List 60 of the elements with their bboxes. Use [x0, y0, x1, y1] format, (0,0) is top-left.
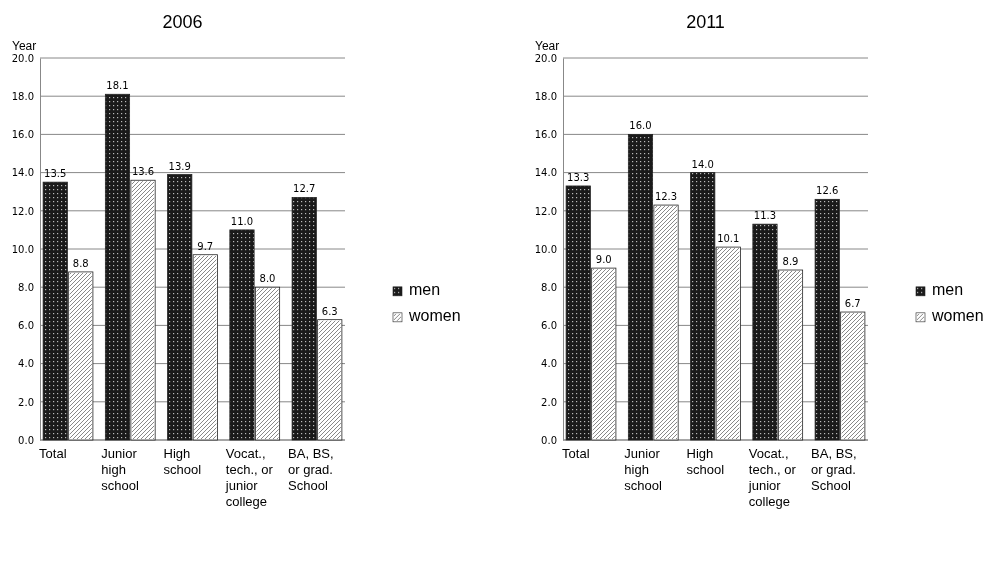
- data-label: 10.1: [717, 233, 740, 245]
- y-tick-label: 12.0: [11, 205, 34, 217]
- data-label: 16.0: [629, 120, 652, 132]
- y-tick-label: 2.0: [18, 396, 34, 408]
- x-tick-label: Junior high school: [624, 446, 663, 493]
- data-label: 18.1: [106, 80, 129, 92]
- legend-label: men: [409, 280, 441, 298]
- data-label: 9.0: [595, 254, 612, 266]
- y-tick-label: 10.0: [11, 243, 34, 255]
- y-axis-title: Year: [12, 39, 37, 53]
- y-tick-label: 4.0: [18, 358, 34, 370]
- data-label: 8.9: [782, 256, 799, 268]
- y-tick-label: 14.0: [11, 167, 34, 179]
- y-tick-label: 6.0: [541, 320, 557, 332]
- y-tick-label: 0.0: [541, 434, 557, 446]
- data-label: 12.3: [654, 191, 678, 203]
- data-label: 12.6: [816, 185, 839, 197]
- y-tick-label: 16.0: [11, 129, 34, 141]
- data-label: 13.9: [168, 160, 191, 172]
- x-tick-label: Junior high school: [101, 446, 140, 493]
- x-tick-label: BA, BS, or grad. School: [811, 446, 857, 493]
- y-tick-label: 20.0: [534, 52, 557, 64]
- y-tick-label: 8.0: [18, 281, 34, 293]
- y-tick-label: 4.0: [541, 358, 557, 370]
- data-label: 6.7: [844, 298, 861, 310]
- chart-title: 2006: [162, 12, 203, 32]
- legend-label: women: [408, 306, 461, 324]
- x-tick-label: Vocat., tech., or junior college: [224, 446, 274, 509]
- data-label: 11.0: [230, 215, 254, 227]
- data-label: 9.7: [197, 240, 214, 252]
- y-tick-label: 14.0: [534, 167, 557, 179]
- y-tick-label: 2.0: [541, 396, 557, 408]
- y-tick-label: 20.0: [11, 52, 34, 64]
- data-label: 14.0: [691, 158, 714, 170]
- y-tick-label: 8.0: [541, 281, 557, 293]
- legend-label: men: [932, 280, 964, 298]
- legend-label: women: [931, 306, 984, 324]
- data-label: 13.6: [131, 166, 155, 178]
- x-tick-label: Total: [562, 446, 590, 461]
- x-tick-label: High school: [163, 446, 202, 477]
- data-label: 13.5: [44, 168, 67, 180]
- x-tick-label: BA, BS, or grad. School: [288, 446, 334, 493]
- y-axis-title: Year: [535, 39, 560, 53]
- data-label: 8.8: [72, 257, 89, 269]
- data-label: 11.3: [753, 210, 777, 222]
- data-label: 8.0: [259, 273, 276, 285]
- y-tick-label: 10.0: [534, 243, 557, 255]
- y-tick-label: 18.0: [11, 90, 34, 102]
- data-label: 6.3: [321, 305, 338, 317]
- y-tick-label: 0.0: [18, 434, 34, 446]
- data-label: 12.7: [293, 183, 316, 195]
- y-tick-label: 6.0: [18, 320, 34, 332]
- x-tick-label: Vocat., tech., or junior college: [747, 446, 797, 509]
- y-tick-label: 16.0: [534, 129, 557, 141]
- data-label: 13.3: [567, 171, 590, 183]
- x-tick-label: High school: [686, 446, 725, 477]
- chart-title: 2011: [686, 12, 725, 32]
- y-tick-label: 12.0: [534, 205, 557, 217]
- y-tick-label: 18.0: [534, 90, 557, 102]
- x-tick-label: Total: [39, 446, 67, 461]
